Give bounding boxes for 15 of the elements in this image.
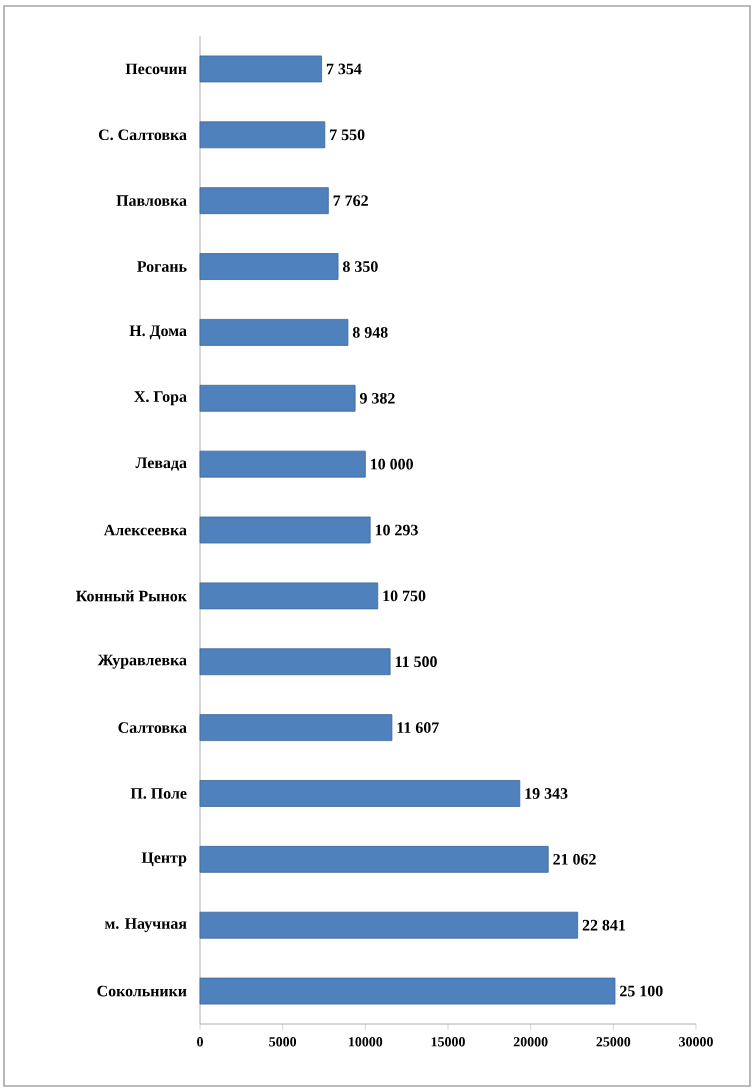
bar: [199, 845, 549, 873]
bar: [199, 780, 521, 807]
bar: [199, 121, 326, 149]
bar: [199, 582, 379, 610]
bar: [199, 187, 329, 215]
bar: [199, 516, 371, 544]
bar: [199, 319, 349, 346]
bar: [199, 911, 579, 939]
bar: [199, 253, 339, 280]
bar: [199, 714, 393, 742]
bar: [199, 55, 322, 83]
bar: [199, 450, 366, 478]
bar: [199, 977, 616, 1005]
bar: [199, 648, 391, 676]
bar: [199, 384, 356, 412]
